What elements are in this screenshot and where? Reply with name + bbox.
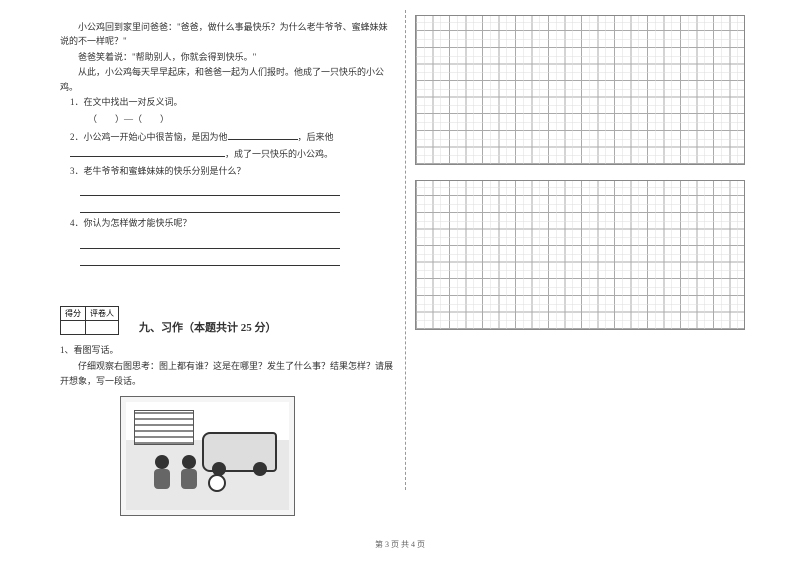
question-1: 1．在文中找出一对反义词。 [60, 95, 395, 110]
left-column: 小公鸡回到家里问爸爸："爸爸，做什么事最快乐？为什么老牛爷爷、蜜蜂妹妹说的不一样… [0, 0, 405, 565]
score-box: 得分 评卷人 九、习作（本题共计 25 分） [60, 306, 395, 335]
grid-section-2[interactable] [415, 180, 745, 330]
question-2-line2: ，成了一只快乐的小公鸡。 [60, 147, 395, 162]
question-2: 2．小公鸡一开始心中很苦恼，是因为他 ，后来他 [60, 130, 395, 145]
score-cell[interactable] [61, 320, 86, 334]
question-3: 3．老牛爷爷和蜜蜂妹妹的快乐分别是什么？ [60, 164, 395, 179]
passage-p1: 小公鸡回到家里问爸爸："爸爸，做什么事最快乐？为什么老牛爷爷、蜜蜂妹妹说的不一样… [60, 20, 395, 49]
section-9-title: 九、习作（本题共计 25 分） [139, 319, 277, 335]
grader-label: 评卷人 [86, 306, 119, 320]
answer-line[interactable] [80, 235, 340, 249]
item-1: 1、看图写话。 [60, 343, 395, 357]
score-table: 得分 评卷人 [60, 306, 119, 335]
question-1-blank: （ ）—（ ） [60, 112, 395, 127]
question-4: 4．你认为怎样做才能快乐呢？ [60, 216, 395, 231]
instruction-text: 仔细观察右图思考：图上都有谁？这是在哪里？发生了什么事？结果怎样？请展开想象，写… [60, 359, 395, 388]
grader-cell[interactable] [86, 320, 119, 334]
q2-prefix: 2．小公鸡一开始心中很苦恼，是因为他 [70, 132, 228, 142]
building-icon [134, 410, 194, 445]
answer-line[interactable] [80, 182, 340, 196]
child-icon [151, 455, 173, 495]
passage-p3: 从此，小公鸡每天早早起床，和爸爸一起为人们报时。他成了一只快乐的小公鸡。 [60, 65, 395, 94]
right-column [405, 0, 800, 565]
story-image [120, 396, 295, 516]
answer-line[interactable] [80, 252, 340, 266]
q2-end: ，成了一只快乐的小公鸡。 [225, 149, 333, 159]
score-label: 得分 [61, 306, 86, 320]
image-scene [126, 402, 289, 510]
passage-p2: 爸爸笑着说："帮助别人，你就会得到快乐。" [60, 50, 395, 64]
blank-line[interactable] [70, 147, 225, 157]
blank-line[interactable] [228, 130, 298, 140]
writing-grid [415, 15, 745, 330]
answer-line[interactable] [80, 199, 340, 213]
ball-icon [208, 474, 226, 492]
car-icon [202, 432, 277, 472]
child-icon [178, 455, 200, 495]
q2-mid: ，后来他 [298, 132, 334, 142]
page-footer: 第 3 页 共 4 页 [0, 539, 800, 550]
grid-section-1[interactable] [415, 15, 745, 165]
